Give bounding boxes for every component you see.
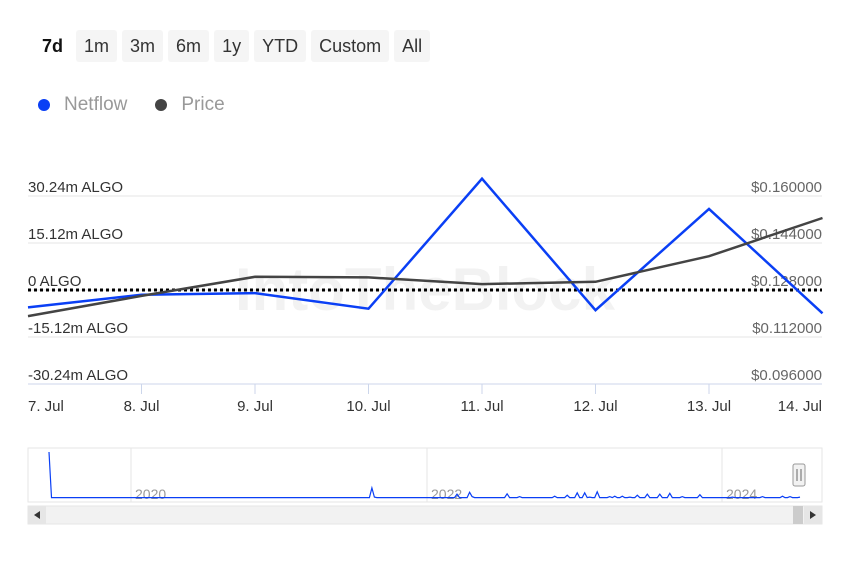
right-tick-label: $0.112000 [752, 320, 822, 337]
navigator-year-label: 2020 [135, 486, 166, 502]
left-tick-label: 30.24m ALGO [28, 179, 123, 196]
x-tick-label: 8. Jul [124, 398, 160, 415]
chart-legend: Netflow Price [38, 94, 225, 116]
range-button-ytd[interactable]: YTD [254, 30, 307, 62]
x-tick-label: 7. Jul [28, 398, 64, 415]
left-tick-label: 0 ALGO [28, 273, 81, 290]
arrow-left-icon [34, 511, 40, 519]
x-tick-label: 10. Jul [346, 398, 390, 415]
x-tick-label: 11. Jul [460, 398, 503, 415]
x-tick-label: 14. Jul [778, 398, 822, 415]
left-tick-label: -30.24m ALGO [28, 367, 128, 384]
series-line-netflow [27, 176, 824, 315]
navigator-year-label: 2024 [726, 486, 757, 502]
x-tick-label: 13. Jul [687, 398, 731, 415]
range-selector: 7d 1m 3m 6m 1y YTD Custom All [34, 30, 431, 62]
range-button-all[interactable]: All [394, 30, 431, 62]
left-axis: 30.24m ALGO 15.12m ALGO 0 ALGO -15.12m ALGO… [28, 179, 128, 384]
range-button-6m[interactable]: 6m [168, 30, 210, 62]
range-button-custom[interactable]: Custom [311, 30, 390, 62]
range-button-1y[interactable]: 1y [214, 30, 250, 62]
legend-item-netflow[interactable]: Netflow [38, 94, 127, 116]
right-tick-label: $0.144000 [751, 226, 822, 243]
left-tick-label: -15.12m ALGO [28, 320, 128, 337]
range-button-3m[interactable]: 3m [122, 30, 164, 62]
navigator-series-line [48, 451, 801, 499]
range-button-1m[interactable]: 1m [76, 30, 118, 62]
left-tick-label: 15.12m ALGO [28, 226, 123, 243]
x-tick-label: 9. Jul [237, 398, 273, 415]
navigator-year-label: 2022 [431, 486, 462, 502]
legend-item-price[interactable]: Price [155, 94, 225, 116]
scrollbar-thumb [793, 506, 803, 524]
range-button-7d[interactable]: 7d [34, 30, 72, 62]
netflow-dot-icon [38, 99, 50, 111]
right-tick-label: $0.096000 [751, 367, 822, 384]
navigator-frame [27, 447, 823, 503]
navigator-handle [792, 463, 806, 487]
arrow-right-icon [810, 511, 816, 519]
right-tick-label: $0.160000 [751, 179, 822, 196]
x-tick-label: 12. Jul [573, 398, 617, 415]
series-group [27, 176, 824, 318]
price-dot-icon [155, 99, 168, 111]
navigator[interactable]: 2020 2022 2024 [27, 447, 823, 525]
x-axis: 7. Jul 8. Jul 9. Jul 10. Jul 11. Jul 12. Jul 1… [28, 383, 822, 415]
series-line-price [27, 216, 823, 318]
scrollbar-track [27, 505, 823, 525]
legend-label-price: Price [181, 94, 225, 115]
legend-label-netflow: Netflow [64, 94, 128, 115]
